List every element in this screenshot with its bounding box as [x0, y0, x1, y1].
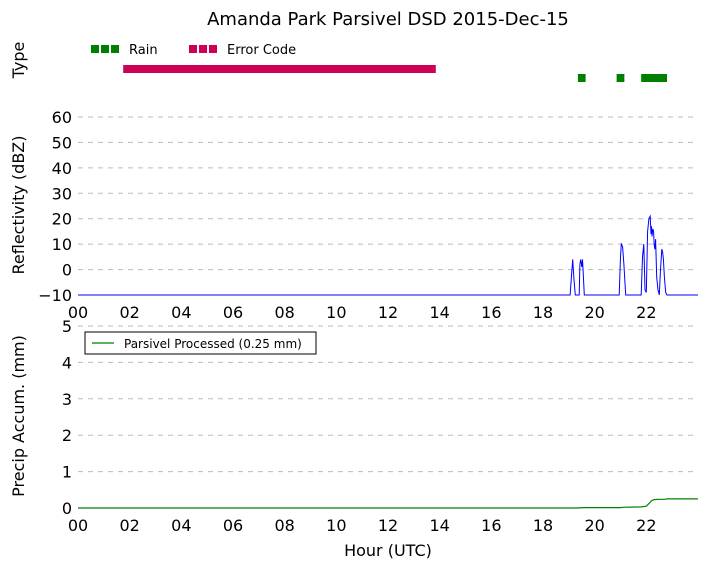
x-tick-label: 20 — [584, 516, 604, 535]
type-legend: Rain Error Code — [91, 43, 296, 58]
x-tick-label: 16 — [481, 303, 501, 322]
legend-swatch-0 — [101, 45, 109, 53]
reflectivity-axis-label: Reflectivity (dBZ) — [9, 136, 28, 275]
x-tick-label: 04 — [171, 303, 191, 322]
x-tick-label: 14 — [429, 303, 449, 322]
x-tick-label: 22 — [636, 303, 656, 322]
legend-label-1: Error Code — [227, 43, 296, 58]
type-panel: Type Rain Error Code — [9, 42, 667, 82]
precip-x-ticks: 00 02 04 06 08 10 12 14 16 18 20 22 — [68, 516, 657, 535]
x-tick-label: 08 — [274, 516, 294, 535]
y-tick-label: 0 — [62, 261, 72, 280]
x-tick-label: 06 — [223, 303, 243, 322]
y-tick-label: 2 — [62, 426, 72, 445]
x-tick-label: 04 — [171, 516, 191, 535]
y-tick-label: 0 — [62, 499, 72, 518]
reflectivity-x-ticks: 00 02 04 06 08 10 12 14 16 18 20 22 — [68, 303, 657, 322]
precip-y-ticks: 0 1 2 3 4 5 — [62, 317, 72, 518]
x-tick-label: 10 — [326, 516, 346, 535]
reflectivity-lines — [78, 214, 698, 296]
y-tick-label: 50 — [52, 133, 72, 152]
x-tick-label: 02 — [119, 303, 139, 322]
x-tick-label: 16 — [481, 516, 501, 535]
x-tick-label: 02 — [119, 516, 139, 535]
precip-grid — [78, 325, 698, 473]
x-tick-label: 12 — [378, 516, 398, 535]
precip-axis-label: Precip Accum. (mm) — [9, 335, 28, 497]
x-tick-label: 00 — [68, 303, 88, 322]
legend-series-label: Parsivel Processed (0.25 mm) — [124, 337, 302, 351]
type-bars — [123, 65, 667, 82]
timeline-bar-1-0 — [577, 74, 586, 82]
y-tick-label: 4 — [62, 353, 72, 372]
legend-box — [84, 331, 317, 355]
precip-lines — [78, 498, 698, 509]
x-tick-label: 18 — [533, 303, 553, 322]
x-tick-label: 14 — [429, 516, 449, 535]
chart-title: Amanda Park Parsivel DSD 2015-Dec-15 — [207, 9, 569, 30]
x-tick-label: 22 — [636, 516, 656, 535]
legend-swatch-0 — [111, 45, 119, 53]
y-tick-label: 60 — [52, 108, 72, 127]
timeline-bar-0-0 — [123, 65, 436, 73]
reflectivity-y-ticks: −10 0 10 20 30 40 50 60 — [38, 108, 72, 305]
x-tick-label: 12 — [378, 303, 398, 322]
timeline-bar-1-2 — [641, 74, 667, 82]
y-tick-label: 10 — [52, 235, 72, 254]
x-tick-label: 06 — [223, 516, 243, 535]
x-tick-label: 20 — [584, 303, 604, 322]
y-tick-label: 5 — [62, 317, 72, 336]
series-line-0 — [78, 214, 698, 296]
x-tick-label: 08 — [274, 303, 294, 322]
legend-swatch-1 — [189, 45, 197, 53]
y-tick-label: 1 — [62, 463, 72, 482]
legend-swatch-1 — [199, 45, 207, 53]
timeline-bar-1-1 — [616, 74, 625, 82]
y-tick-label: 30 — [52, 184, 72, 203]
x-axis-label: Hour (UTC) — [344, 541, 432, 560]
precip-legend: Parsivel Processed (0.25 mm) — [84, 331, 317, 355]
series-line-0 — [78, 498, 698, 509]
legend-label-0: Rain — [129, 43, 158, 58]
reflectivity-grid — [78, 116, 698, 271]
y-tick-label: 3 — [62, 390, 72, 409]
y-tick-label: 20 — [52, 210, 72, 229]
x-tick-label: 00 — [68, 516, 88, 535]
legend-swatch-0 — [91, 45, 99, 53]
x-tick-label: 18 — [533, 516, 553, 535]
legend-swatch-1 — [209, 45, 217, 53]
y-tick-label: −10 — [38, 286, 72, 305]
y-tick-label: 40 — [52, 159, 72, 178]
reflectivity-panel: Reflectivity (dBZ) −10 0 10 20 30 40 50 60 00 02… — [9, 108, 698, 322]
type-axis-label: Type — [9, 42, 28, 80]
x-tick-label: 10 — [326, 303, 346, 322]
